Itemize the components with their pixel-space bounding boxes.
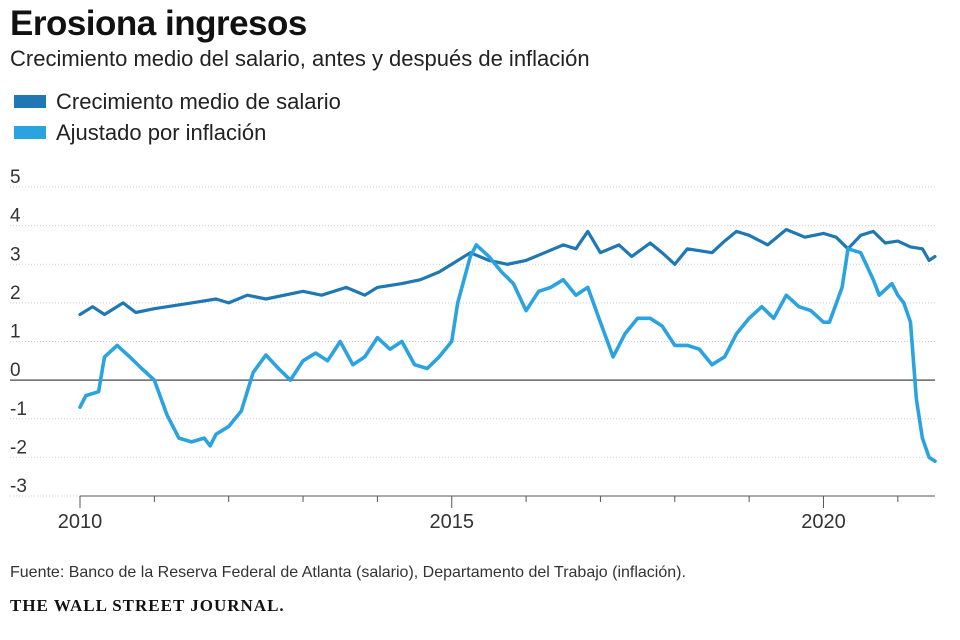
y-tick-label: 0 (10, 360, 21, 381)
x-tick-label: 2020 (801, 511, 846, 530)
y-tick-label: -3 (10, 476, 27, 497)
legend-item-inflation-adjusted: Ajustado por inflación (14, 117, 341, 148)
y-tick-label: 5 (10, 167, 21, 188)
legend-swatch-wage-growth (14, 95, 46, 108)
y-tick-label: 2 (10, 283, 21, 304)
y-tick-label: -1 (10, 399, 27, 420)
publisher-logo: THE WALL STREET JOURNAL. (10, 596, 285, 615)
series-line-inflation-adjusted (78, 243, 937, 463)
x-tick-label: 2015 (429, 511, 474, 530)
y-tick-label: 4 (10, 206, 21, 227)
y-tick-label: 1 (10, 322, 21, 343)
y-tick-label: -2 (10, 437, 27, 458)
legend-swatch-inflation-adjusted (14, 126, 46, 139)
legend-item-wage-growth: Crecimiento medio de salario (14, 86, 341, 117)
line-chart: 5 4 3 2 1 0 -1 -2 -3 2010 2015 2020 (10, 167, 937, 530)
chart-title: Erosiona ingresos (10, 4, 307, 43)
legend-label-inflation-adjusted: Ajustado por inflación (56, 119, 267, 145)
y-tick-label: 3 (10, 244, 21, 265)
chart-subtitle: Crecimiento medio del salario, antes y d… (10, 46, 590, 71)
legend: Crecimiento medio de salario Ajustado po… (14, 86, 341, 148)
legend-label-wage-growth: Crecimiento medio de salario (56, 88, 341, 114)
x-tick-label: 2010 (58, 511, 103, 530)
series-line-wage-growth (78, 227, 937, 317)
source-note: Fuente: Banco de la Reserva Federal de A… (10, 564, 686, 581)
